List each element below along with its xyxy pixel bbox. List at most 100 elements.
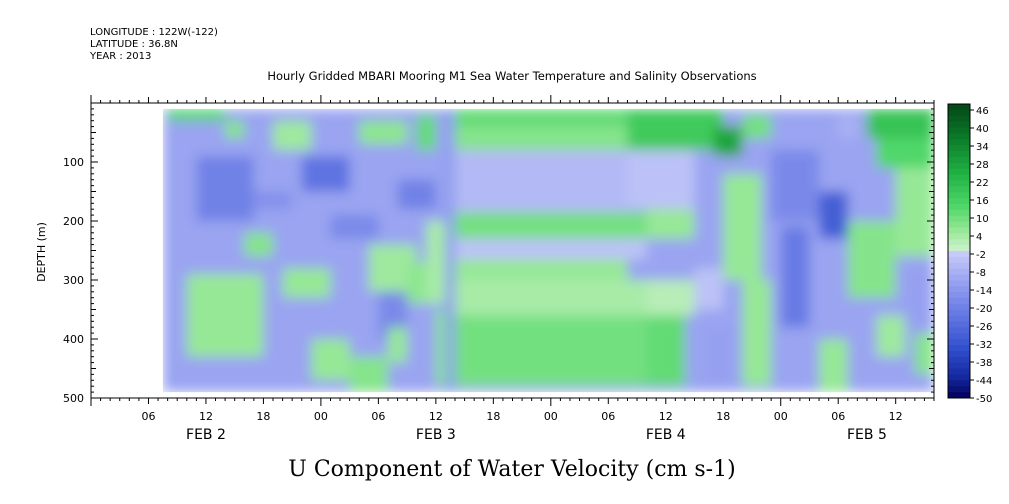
field-patch (311, 339, 350, 381)
field-patch (876, 138, 934, 168)
field-patch (646, 315, 685, 387)
colorbar-cell (948, 227, 970, 234)
colorbar-label: -8 (976, 268, 986, 279)
colorbar-cell (948, 151, 970, 158)
field-patch (713, 126, 743, 157)
colorbar-label: 40 (976, 124, 989, 135)
colorbar-cell (948, 215, 970, 223)
colorbar: 46 40 34 28 22 16 10 4 -2 -8 -14 -20 -26 -32 -38 -44 -50 (947, 103, 992, 405)
x-tick-label: 00 (544, 410, 558, 423)
field-patch (244, 232, 274, 257)
colorbar-cell (948, 298, 970, 305)
field-patch (771, 150, 820, 221)
y-tick-label: 400 (63, 333, 84, 346)
colorbar-cell (948, 133, 970, 140)
x-tick-label: 00 (314, 410, 328, 423)
x-tick-label: 18 (716, 410, 730, 423)
field-patch (445, 108, 456, 393)
colorbar-cell (948, 350, 970, 358)
colorbar-cell (948, 127, 970, 134)
field-patch (167, 108, 226, 121)
colorbar-cell (948, 251, 970, 258)
colorbar-label: 28 (976, 160, 989, 171)
colorbar-label: -2 (976, 250, 986, 261)
x-tick-label: 18 (256, 410, 270, 423)
velocity-field (91, 103, 934, 398)
field-patch (330, 215, 379, 239)
colorbar-label: -38 (976, 358, 992, 369)
colorbar-label: 4 (976, 232, 982, 243)
variable-title: U Component of Water Velocity (cm s-1) (288, 457, 735, 482)
y-axis-label: DEPTH (m) (35, 222, 48, 282)
field-patch (914, 333, 934, 375)
colorbar-label: -14 (976, 286, 992, 297)
field-patch (416, 114, 436, 151)
field-patch (819, 191, 848, 239)
field-patch (435, 309, 446, 387)
field-patch (627, 150, 695, 210)
y-tick-label: 500 (63, 392, 84, 405)
colorbar-cell (948, 174, 970, 181)
field-patch (455, 238, 647, 260)
field-patch (742, 280, 772, 387)
x-tick-label: 06 (371, 410, 385, 423)
x-tick-label: 12 (659, 410, 673, 423)
colorbar-cell (948, 256, 970, 264)
colorbar-cell (948, 162, 970, 170)
x-tick-label: 06 (831, 410, 845, 423)
x-tick-label: 06 (141, 410, 155, 423)
field-patch (407, 262, 427, 304)
date-label: FEB 3 (416, 427, 456, 443)
x-tick-label: 12 (429, 410, 443, 423)
field-patch (819, 339, 848, 393)
colorbar-cell (948, 233, 970, 240)
colorbar-cell (948, 280, 970, 287)
field-patch (455, 280, 647, 316)
field-patch (426, 221, 446, 304)
colorbar-cell (948, 239, 970, 246)
colorbar-cell (948, 198, 970, 205)
colorbar-frame (947, 103, 971, 399)
field-patch (742, 114, 772, 139)
x-tick-label: 06 (601, 410, 615, 423)
colorbar-label: -26 (976, 322, 992, 333)
colorbar-cell (948, 392, 970, 399)
colorbar-label: 10 (976, 214, 989, 225)
colorbar-cell (948, 333, 970, 340)
field-patch (301, 156, 350, 192)
field-patch (455, 315, 647, 387)
field-patch (253, 191, 293, 210)
colorbar-cell (948, 274, 970, 281)
colorbar-cell (948, 268, 970, 276)
colorbar-cell (948, 186, 970, 193)
field-patch (838, 114, 858, 139)
y-tick-label: 200 (63, 215, 84, 228)
colorbar-label: 16 (976, 196, 989, 207)
colorbar-cell (948, 380, 970, 387)
field-patch (895, 167, 934, 257)
y-tick-label: 300 (63, 274, 84, 287)
longitude-label: LONGITUDE : 122W(-122) (90, 27, 218, 38)
field-patch (225, 120, 245, 139)
colorbar-cell (948, 292, 970, 299)
colorbar-cell (948, 321, 970, 328)
field-patch (186, 274, 264, 357)
field-patch (646, 280, 695, 316)
field-patch (704, 327, 733, 387)
date-label: FEB 4 (646, 427, 686, 443)
field-patch (905, 268, 934, 328)
colorbar-label: -50 (976, 394, 992, 405)
colorbar-cell (948, 303, 970, 311)
colorbar-label: 34 (976, 142, 989, 153)
colorbar-cell (948, 221, 970, 228)
x-tick-label: 00 (774, 410, 788, 423)
field-patch (196, 156, 254, 221)
colorbar-cell (948, 203, 970, 211)
colorbar-cell (948, 374, 970, 381)
field-patch (455, 108, 628, 127)
colorbar-cell (948, 104, 970, 111)
field-patch (282, 268, 331, 298)
x-axis-ticks: 06 12 18 00 06 12 18 00 06 12 18 00 06 12 FEB 2 FEB 3 FE… (90, 95, 935, 443)
field-patch (694, 268, 724, 310)
